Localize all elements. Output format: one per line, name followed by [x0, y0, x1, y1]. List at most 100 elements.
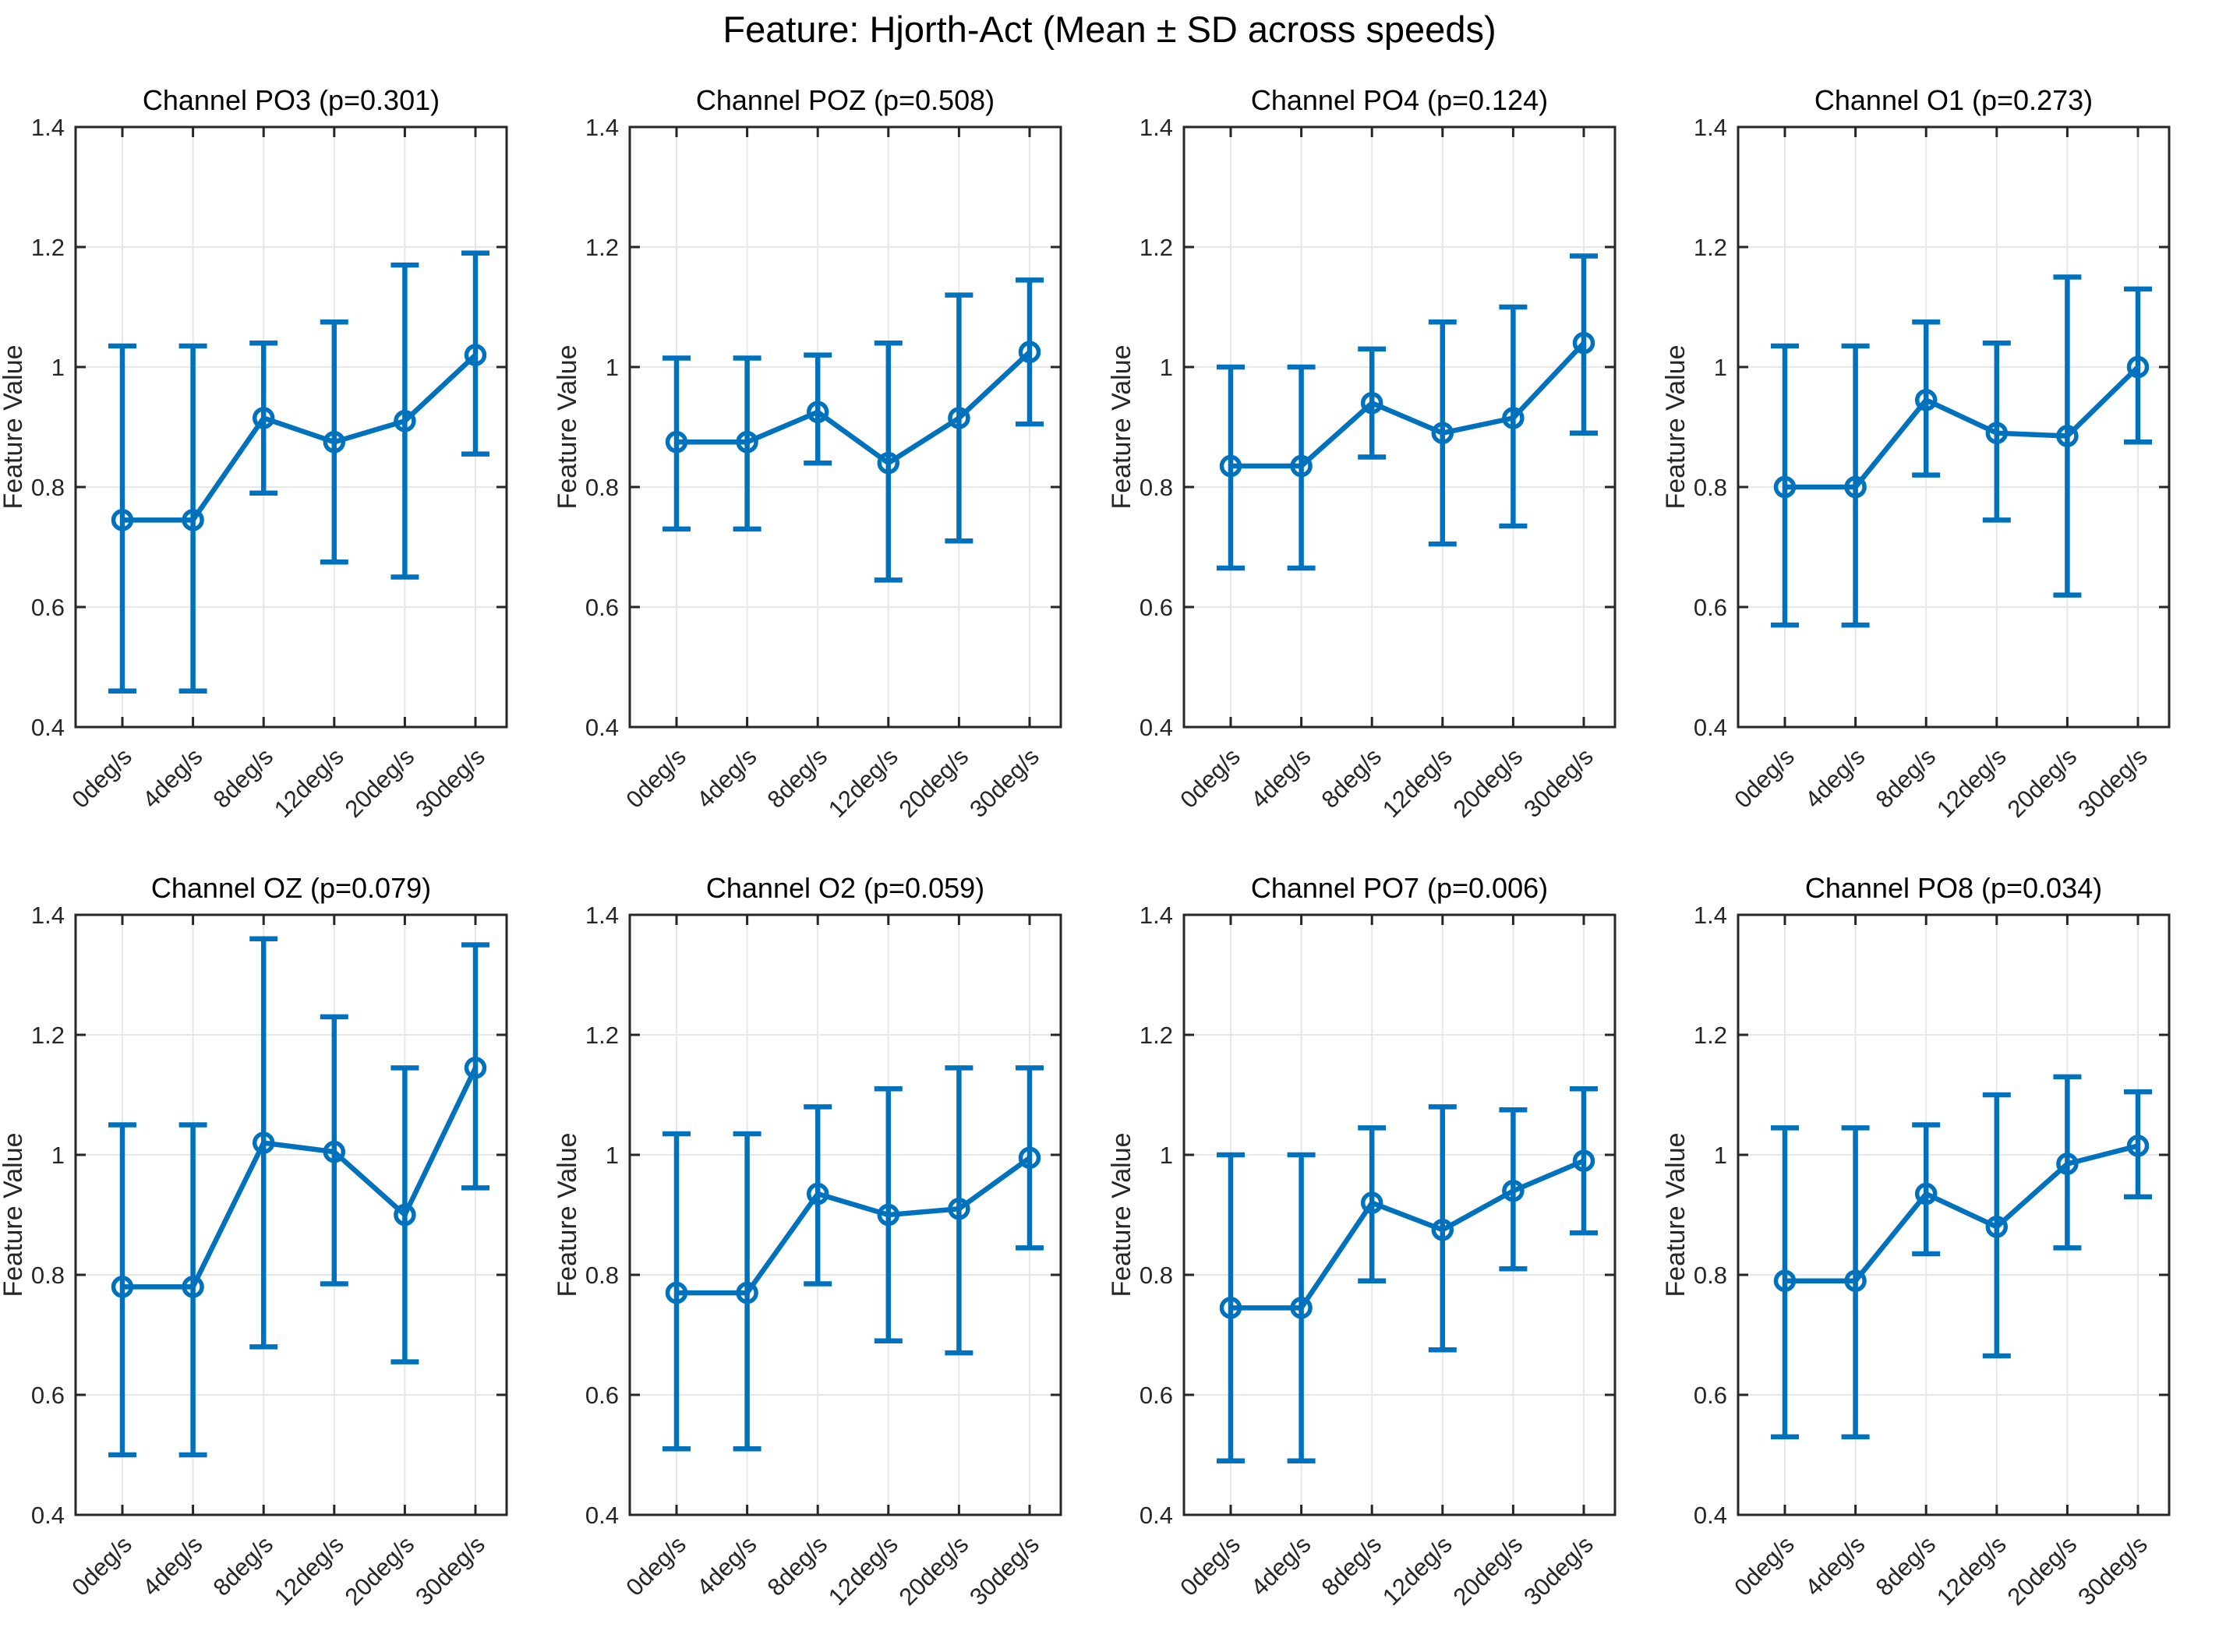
y-tick-label: 1 — [1160, 354, 1173, 381]
error-bars — [663, 277, 1044, 583]
x-tick-label: 12deg/s — [1931, 743, 2012, 823]
y-tick-label: 0.8 — [1694, 474, 1727, 501]
data-marker — [1018, 1146, 1041, 1170]
subplot-title: Channel O1 (p=0.273) — [1814, 84, 2093, 116]
y-tick-label: 1.2 — [1140, 234, 1173, 261]
data-marker — [1985, 422, 2009, 444]
subplot-channel-po4: 0.4 0.6 0.8 1 1.2 1.4 0deg/s 4deg/s 8deg/s 12deg/… — [1107, 61, 1664, 849]
x-tick-label: 30deg/s — [2072, 1530, 2153, 1611]
y-tick-label: 1.4 — [1140, 902, 1173, 929]
y-tick-label: 0.6 — [1140, 1382, 1173, 1409]
subplot-title: Channel POZ (p=0.508) — [696, 84, 995, 116]
error-bars — [1217, 253, 1598, 571]
mean-line — [677, 1156, 1031, 1296]
y-tick-label: 0.8 — [31, 1262, 65, 1289]
subplot-canvas: 0.4 0.6 0.8 1 1.2 1.4 0deg/s 4deg/s 8deg/s12deg/… — [553, 872, 1062, 1611]
data-markers — [1219, 1149, 1595, 1319]
tick-marks — [76, 125, 507, 729]
subplot-canvas: 0.4 0.6 0.8 1 1.2 1.4 0deg/s 4deg/s 8deg/s12deg/… — [0, 872, 508, 1611]
data-marker — [948, 1198, 970, 1220]
y-tick-label: 0.4 — [1140, 714, 1173, 741]
data-marker — [1290, 1297, 1313, 1319]
data-marker — [1360, 1191, 1383, 1214]
data-marker — [2126, 1135, 2150, 1157]
x-tick-label: 30deg/s — [964, 743, 1044, 823]
data-marker — [877, 451, 900, 475]
subplot-grid: 0.4 0.6 0.8 1 1.2 1.4 0deg/s 4deg/s 8deg/s 12deg/… — [0, 61, 2218, 1636]
y-tick-label: 0.6 — [1140, 594, 1173, 621]
data-marker — [1431, 1219, 1454, 1241]
x-tick-label: 8deg/s — [1316, 743, 1387, 814]
x-tick-label: 12deg/s — [823, 743, 903, 823]
mean-line — [1231, 341, 1586, 469]
y-axis-label: Feature Value — [556, 344, 582, 509]
subplot-canvas: 0.4 0.6 0.8 1 1.2 1.4 0deg/s 4deg/s 8deg/s12deg/… — [1107, 84, 1617, 823]
x-tick-label: 4deg/s — [691, 1530, 762, 1601]
data-marker — [464, 1057, 487, 1079]
y-tick-label: 0.6 — [1694, 1382, 1727, 1409]
data-marker — [736, 431, 758, 454]
x-tick-label: 12deg/s — [269, 1530, 349, 1611]
y-tick-label: 0.8 — [31, 474, 65, 501]
y-tick-label: 1.4 — [585, 902, 619, 929]
x-tick-label: 8deg/s — [208, 743, 279, 814]
data-marker — [1219, 1297, 1242, 1319]
axes-box — [1737, 125, 2171, 729]
tick-marks — [1184, 125, 1615, 729]
data-marker — [1572, 331, 1595, 355]
data-markers — [665, 1146, 1041, 1304]
y-axis-label: Feature Value — [2, 1132, 28, 1297]
x-tick-label: 8deg/s — [762, 1530, 833, 1601]
error-bars — [663, 1065, 1044, 1452]
subplot-channel-po8: 0.4 0.6 0.8 1 1.2 1.4 0deg/s 4deg/s 8deg/s 12deg/… — [1661, 849, 2218, 1636]
data-marker — [252, 1131, 275, 1154]
y-tick-label: 0.6 — [585, 1382, 619, 1409]
x-tick-label: 8deg/s — [1316, 1530, 1387, 1601]
x-tick-label: 0deg/s — [66, 743, 137, 814]
data-marker — [252, 407, 275, 429]
gridlines — [76, 914, 507, 1516]
data-marker — [948, 407, 970, 429]
data-marker — [806, 401, 829, 423]
y-tick-label: 1.2 — [1694, 1022, 1727, 1049]
subplot-channel-o1: 0.4 0.6 0.8 1 1.2 1.4 0deg/s 4deg/s 8deg/s 12deg/… — [1661, 61, 2218, 849]
x-tick-label: 8deg/s — [208, 1530, 279, 1601]
data-marker — [1985, 1216, 2009, 1238]
subplot-channel-poz: 0.4 0.6 0.8 1 1.2 1.4 0deg/s 4deg/s 8deg/s 12deg/… — [553, 61, 1110, 849]
data-markers — [111, 1057, 487, 1298]
x-tick-label: 30deg/s — [410, 1530, 490, 1611]
x-tick-label: 12deg/s — [1377, 743, 1458, 823]
axes-box — [628, 125, 1062, 729]
x-tick-label: 12deg/s — [269, 743, 349, 823]
y-tick-label: 0.8 — [1140, 474, 1173, 501]
y-tick-label: 0.6 — [1694, 594, 1727, 621]
y-tick-label: 0.4 — [1694, 714, 1727, 741]
data-marker — [464, 344, 487, 366]
subplot-channel-oz: 0.4 0.6 0.8 1 1.2 1.4 0deg/s 4deg/s 8deg/s 12deg/… — [0, 849, 556, 1636]
subplot-canvas: 0.4 0.6 0.8 1 1.2 1.4 0deg/s 4deg/s 8deg/s12deg/… — [1661, 872, 2171, 1611]
x-tick-label: 8deg/s — [1871, 1530, 1942, 1601]
data-marker — [877, 1203, 900, 1227]
subplot-canvas: 0.4 0.6 0.8 1 1.2 1.4 0deg/s 4deg/s 8deg/s12deg/… — [553, 84, 1062, 823]
data-markers — [665, 341, 1041, 475]
axes-box — [74, 913, 508, 1516]
x-tick-label: 4deg/s — [1246, 1530, 1316, 1601]
error-bars — [108, 936, 489, 1458]
y-tick-label: 1.4 — [1140, 114, 1173, 141]
y-axis-label: Feature Value — [1664, 1132, 1691, 1297]
y-tick-label: 1.4 — [31, 902, 65, 929]
data-marker — [111, 1276, 134, 1298]
axes-box — [1182, 125, 1617, 729]
x-tick-label: 0deg/s — [620, 1530, 691, 1601]
x-tick-label: 30deg/s — [964, 1530, 1044, 1611]
data-marker — [2126, 355, 2150, 379]
x-tick-label: 0deg/s — [1175, 1530, 1246, 1601]
x-tick-label: 30deg/s — [2072, 743, 2153, 823]
subplot-title: Channel OZ (p=0.079) — [151, 872, 431, 904]
subplot-canvas: 0.4 0.6 0.8 1 1.2 1.4 0deg/s 4deg/s 8deg/s12deg/… — [0, 84, 508, 823]
tick-marks — [1738, 125, 2169, 729]
y-tick-label: 0.8 — [1694, 1262, 1727, 1289]
x-tick-label: 4deg/s — [1800, 743, 1871, 814]
y-tick-label: 1 — [51, 354, 65, 381]
gridlines — [630, 914, 1061, 1516]
